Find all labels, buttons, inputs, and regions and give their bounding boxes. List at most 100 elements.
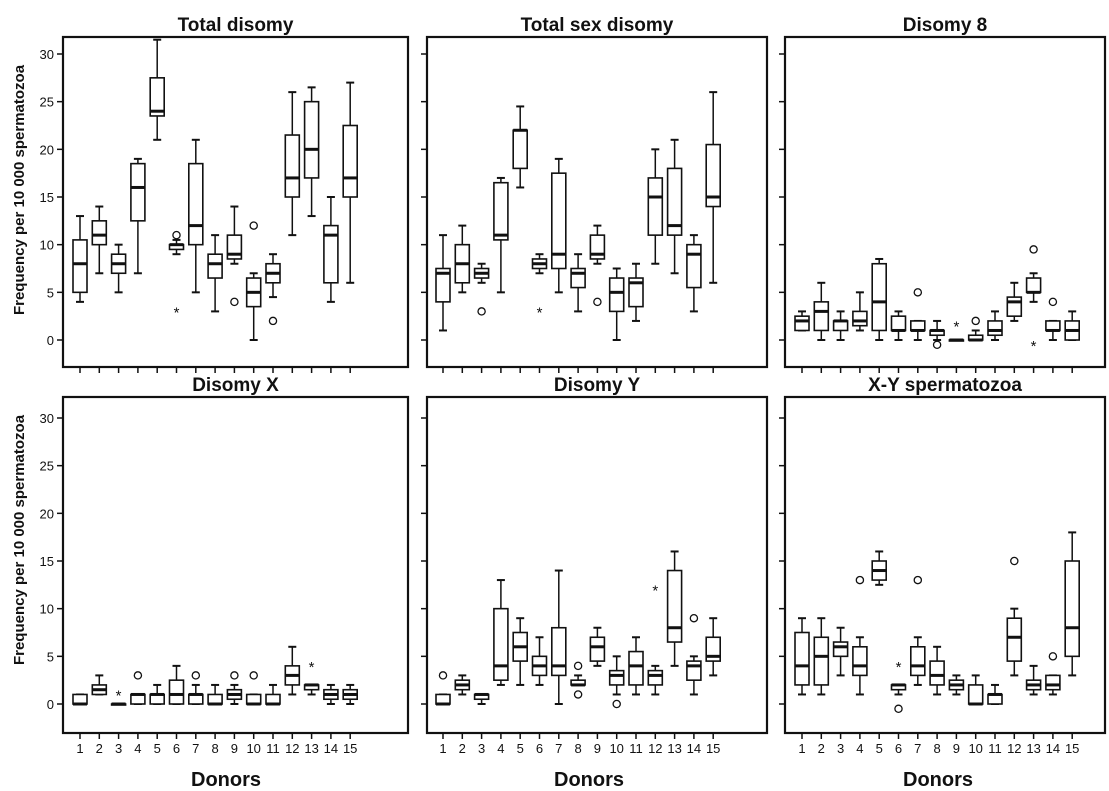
x-tick-label: 10 — [968, 741, 982, 756]
outlier-circle — [477, 307, 486, 316]
outlier-star: * — [309, 659, 315, 676]
panel-frame — [61, 395, 410, 735]
x-tick-label: 14 — [1046, 741, 1060, 756]
box-iqr — [686, 660, 702, 681]
box-iqr — [813, 636, 830, 686]
x-tick-label: 3 — [478, 741, 485, 756]
box-iqr — [589, 636, 606, 662]
outlier-circle — [191, 671, 201, 680]
outlier-circle — [1048, 297, 1058, 307]
panel-title: X-Y spermatozoa — [868, 375, 1022, 396]
x-tick-label: 7 — [555, 741, 562, 756]
x-tick-label: 9 — [594, 741, 601, 756]
box-iqr — [628, 277, 644, 308]
x-tick-label: 1 — [76, 741, 83, 756]
x-tick-label: 4 — [134, 741, 141, 756]
x-tick-label: 5 — [154, 741, 161, 756]
box-iqr — [493, 607, 509, 681]
x-tick-label: 3 — [837, 741, 844, 756]
y-tick-label: 30 — [40, 411, 54, 426]
y-tick-label: 25 — [40, 459, 54, 474]
outlier-circle — [593, 297, 602, 307]
x-tick-label: 1 — [798, 741, 805, 756]
x-tick-label: 9 — [953, 741, 960, 756]
box-iqr — [794, 315, 810, 332]
x-tick-label: 13 — [667, 741, 681, 756]
outlier-star: * — [953, 319, 959, 336]
x-tick-label: 12 — [648, 741, 662, 756]
box-iqr — [342, 124, 359, 198]
panel-title: Total sex disomy — [521, 15, 674, 36]
y-tick-label: 0 — [47, 333, 54, 348]
y-tick-label: 20 — [40, 506, 54, 521]
outlier-star: * — [896, 659, 902, 676]
outlier-circle — [1010, 556, 1019, 566]
outlier-circle — [689, 613, 699, 623]
panel-frame — [783, 395, 1107, 735]
box-iqr — [871, 262, 888, 332]
outlier-circle — [268, 316, 278, 326]
x-tick-label: 5 — [517, 741, 524, 756]
box-iqr — [130, 162, 146, 222]
box-iqr — [435, 267, 451, 303]
x-tick-label: 10 — [246, 741, 260, 756]
box-iqr — [168, 679, 185, 705]
x-tick-label: 8 — [574, 741, 581, 756]
box-iqr — [512, 129, 529, 170]
x-tick-label: 14 — [687, 741, 701, 756]
x-tick-label: 12 — [285, 741, 299, 756]
y-tick-label: 30 — [40, 47, 54, 62]
outlier-circle — [172, 230, 181, 240]
x-tick-label: 6 — [173, 741, 180, 756]
x-tick-label: 1 — [439, 741, 446, 756]
outlier-circle — [573, 690, 583, 699]
box-iqr — [909, 645, 926, 677]
x-axis-label-left: Donors — [191, 769, 261, 791]
box-iqr — [493, 181, 509, 241]
box-iqr — [929, 660, 945, 686]
x-tick-label: 6 — [895, 741, 902, 756]
x-tick-label: 4 — [497, 741, 504, 756]
x-tick-label: 5 — [876, 741, 883, 756]
outlier-circle — [894, 704, 903, 714]
outlier-circle — [573, 661, 583, 671]
box-iqr — [832, 641, 849, 658]
box-iqr — [550, 626, 567, 677]
box-iqr — [647, 177, 664, 236]
y-tick-label: 0 — [47, 697, 54, 712]
y-tick-label: 15 — [40, 190, 54, 205]
x-tick-label: 15 — [706, 741, 720, 756]
outlier-circle — [133, 671, 143, 680]
outlier-circle — [971, 316, 980, 326]
box-iqr — [794, 631, 810, 686]
box-iqr — [666, 569, 683, 643]
x-tick-label: 7 — [914, 741, 921, 756]
y-tick-label: 10 — [40, 602, 54, 617]
x-tick-label: 11 — [629, 741, 643, 756]
x-tick-label: 13 — [1026, 741, 1040, 756]
outlier-star: * — [174, 304, 180, 321]
box-iqr — [72, 239, 88, 294]
box-iqr — [628, 650, 644, 686]
x-tick-label: 6 — [536, 741, 543, 756]
outlier-circle — [913, 288, 923, 297]
panel-title: Total disomy — [178, 15, 294, 36]
box-iqr — [987, 320, 1003, 337]
outlier-circle — [249, 221, 258, 230]
outlier-circle — [612, 699, 621, 709]
y-tick-label: 5 — [47, 285, 54, 300]
box-iqr — [967, 684, 984, 705]
box-iqr — [1025, 277, 1042, 294]
x-tick-label: 8 — [211, 741, 218, 756]
box-iqr — [608, 669, 625, 686]
y-tick-label: 15 — [40, 554, 54, 569]
box-iqr — [550, 172, 567, 270]
box-iqr — [1006, 296, 1023, 317]
x-tick-label: 2 — [96, 741, 103, 756]
box-iqr — [890, 315, 907, 332]
box-iqr — [570, 267, 586, 289]
x-axis-label-middle: Donors — [554, 769, 624, 791]
box-iqr — [284, 134, 301, 198]
panel-frame — [783, 35, 1107, 369]
